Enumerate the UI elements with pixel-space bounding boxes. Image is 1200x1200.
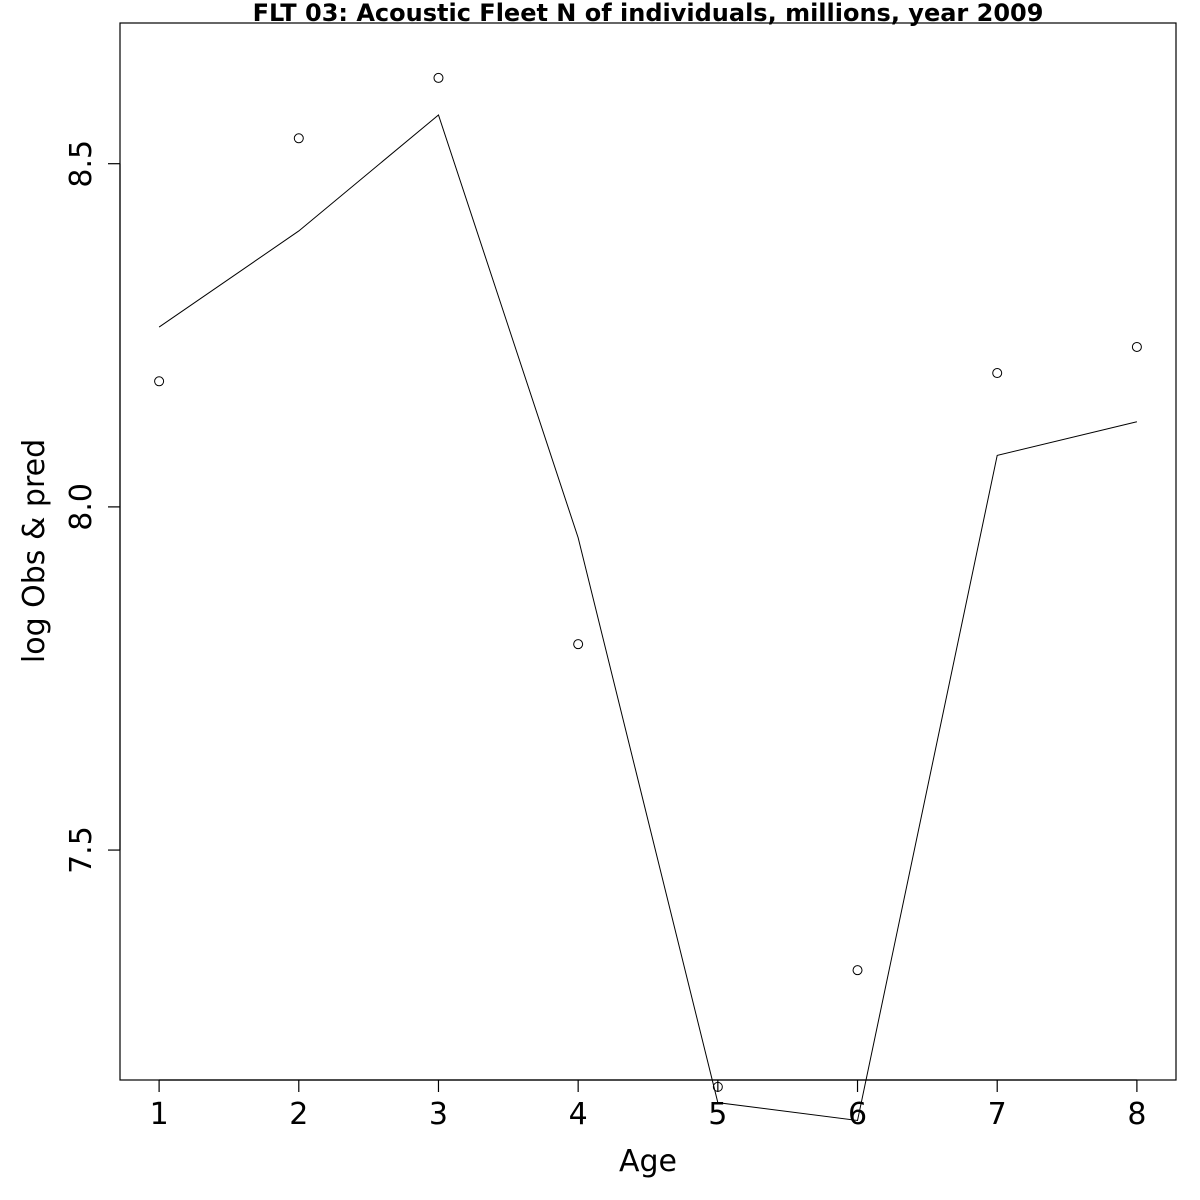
observed-point <box>573 639 584 650</box>
observed-point <box>154 376 165 387</box>
plot-frame <box>119 22 1177 1081</box>
y-tick-label: 8.0 <box>64 483 99 531</box>
observed-point <box>852 965 863 976</box>
observed-point <box>1131 341 1142 352</box>
y-axis: 7.5 8.0 8.5 <box>64 140 121 874</box>
x-tick-label: 6 <box>848 1097 867 1132</box>
y-tick-label: 8.5 <box>64 140 99 188</box>
x-tick-label: 1 <box>150 1097 169 1132</box>
y-tick-label: 7.5 <box>64 826 99 874</box>
x-axis: 1 2 3 4 5 6 7 8 <box>150 1079 1146 1132</box>
x-tick-label: 3 <box>429 1097 448 1132</box>
x-tick-label: 2 <box>289 1097 308 1132</box>
observed-series <box>154 72 1142 1092</box>
x-tick-label: 4 <box>569 1097 588 1132</box>
x-tick-label: 8 <box>1127 1097 1146 1132</box>
y-axis-label: log Obs & pred <box>17 439 52 663</box>
chart-title: FLT 03: Acoustic Fleet N of individuals,… <box>253 0 1044 27</box>
x-axis-label: Age <box>619 1144 677 1179</box>
predicted-series <box>158 114 1138 1122</box>
observed-point <box>992 368 1003 379</box>
observed-point <box>293 133 304 144</box>
predicted-line <box>158 114 1138 1122</box>
x-tick-label: 7 <box>988 1097 1007 1132</box>
observed-point <box>712 1081 723 1092</box>
x-tick-label: 5 <box>708 1097 727 1132</box>
observed-point <box>433 72 444 83</box>
